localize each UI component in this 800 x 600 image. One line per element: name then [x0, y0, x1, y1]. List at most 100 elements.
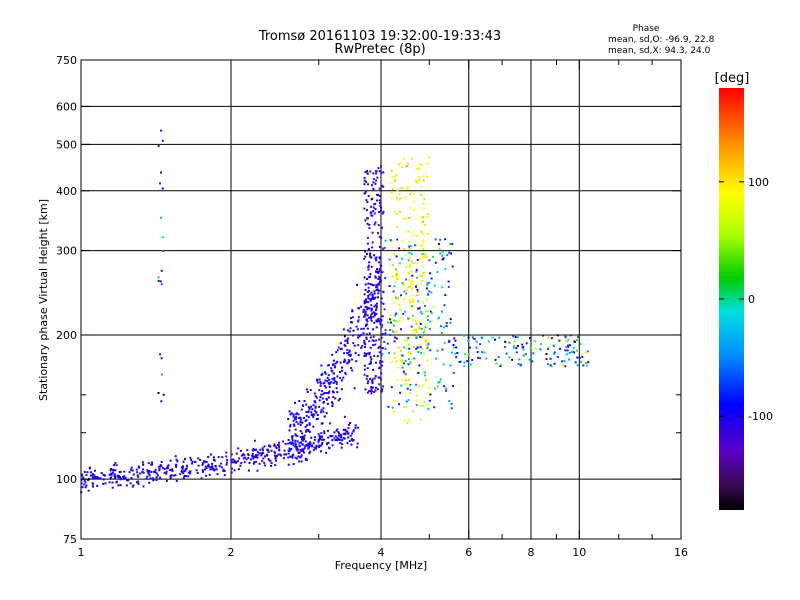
data-point: [413, 209, 416, 211]
data-point: [314, 395, 317, 398]
data-point: [405, 383, 408, 386]
data-point: [132, 473, 135, 476]
data-point: [420, 216, 423, 219]
data-point: [364, 298, 367, 301]
data-point: [518, 358, 521, 361]
data-point: [213, 456, 215, 459]
data-point: [339, 361, 342, 364]
data-point: [373, 254, 376, 257]
data-point: [325, 386, 328, 389]
data-point: [415, 404, 418, 407]
data-point: [302, 448, 305, 451]
data-point: [200, 477, 203, 480]
data-point: [289, 413, 292, 416]
data-point: [270, 449, 273, 452]
data-point: [267, 450, 270, 453]
data-point: [306, 424, 309, 427]
data-point: [438, 316, 441, 319]
data-point: [417, 167, 420, 169]
data-point: [157, 276, 160, 279]
data-point: [576, 339, 578, 342]
data-point: [204, 465, 207, 468]
data-point: [380, 209, 382, 212]
data-point: [410, 281, 413, 284]
data-point: [425, 323, 428, 326]
data-point: [225, 455, 228, 458]
data-point: [392, 290, 395, 293]
data-point: [409, 264, 412, 266]
data-point: [396, 238, 399, 241]
data-point: [288, 429, 291, 432]
data-point: [333, 366, 336, 369]
data-point: [261, 459, 264, 462]
data-point: [408, 419, 411, 422]
data-point: [564, 336, 567, 339]
data-point: [347, 432, 350, 435]
data-point: [225, 461, 228, 464]
data-point: [377, 320, 380, 322]
data-point: [331, 402, 334, 405]
data-point: [354, 426, 357, 429]
data-point: [190, 458, 193, 461]
data-point: [579, 343, 582, 345]
data-point: [242, 457, 245, 460]
data-point: [305, 388, 308, 391]
data-point: [303, 436, 306, 439]
data-point: [373, 354, 376, 357]
data-point: [109, 469, 112, 472]
data-point: [399, 328, 402, 331]
data-point: [407, 343, 410, 346]
data-point: [375, 386, 377, 389]
data-point: [338, 397, 341, 400]
data-point: [397, 346, 400, 349]
data-point: [423, 252, 426, 255]
data-point: [294, 401, 296, 404]
data-point: [111, 481, 114, 484]
data-point: [395, 297, 397, 300]
data-point: [381, 385, 384, 388]
data-point: [362, 332, 365, 335]
data-point: [411, 283, 414, 286]
data-point: [157, 279, 160, 282]
data-point: [436, 385, 439, 388]
data-point: [366, 291, 369, 293]
data-point: [320, 408, 323, 411]
data-point: [205, 467, 208, 470]
data-point: [364, 289, 367, 291]
data-point: [399, 391, 402, 394]
data-point: [370, 205, 373, 208]
data-point: [402, 217, 405, 220]
data-point: [301, 443, 304, 446]
data-point: [428, 259, 431, 262]
data-point: [441, 310, 443, 313]
data-point: [287, 463, 290, 466]
data-point: [315, 418, 318, 421]
data-point: [321, 372, 324, 375]
data-point: [364, 190, 367, 193]
data-point: [297, 452, 300, 454]
data-point: [393, 324, 395, 327]
data-point: [408, 216, 411, 219]
data-point: [463, 361, 466, 364]
data-point: [418, 327, 421, 330]
data-point: [372, 206, 375, 209]
data-point: [429, 393, 432, 396]
data-point: [299, 416, 302, 419]
data-point: [152, 477, 155, 480]
data-point: [383, 246, 386, 249]
data-point: [425, 298, 428, 301]
data-point: [374, 221, 377, 224]
data-point: [426, 345, 429, 347]
data-point: [408, 251, 411, 254]
data-point: [375, 284, 378, 287]
data-point: [243, 456, 246, 459]
data-point: [401, 361, 404, 364]
data-point: [376, 176, 379, 179]
data-point: [407, 230, 410, 233]
data-point: [419, 243, 422, 246]
data-point: [91, 482, 94, 485]
data-point: [305, 403, 308, 406]
data-point: [324, 379, 327, 382]
data-point: [373, 223, 376, 226]
data-point: [418, 178, 421, 181]
